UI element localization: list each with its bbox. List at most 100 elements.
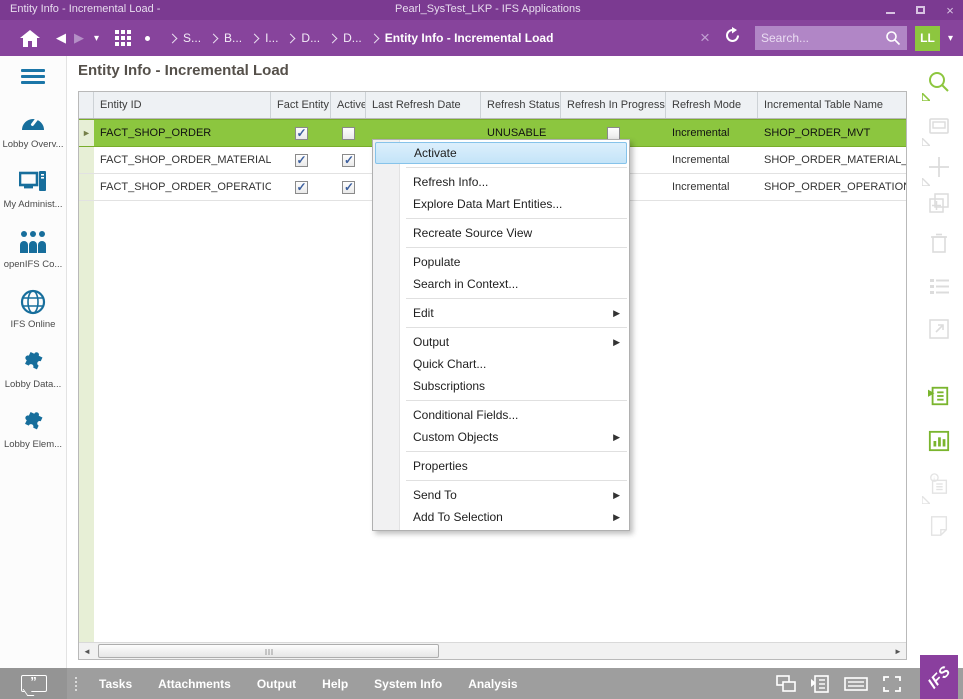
sidebar-item-my-administration[interactable]: My Administ... bbox=[0, 168, 66, 228]
fact-entity-checkbox[interactable] bbox=[294, 126, 308, 140]
column-header-refresh-in-progress[interactable]: Refresh In Progress bbox=[561, 92, 666, 118]
submenu-arrow-icon: ▶ bbox=[613, 489, 620, 500]
column-header-last-refresh-date[interactable]: Last Refresh Date bbox=[366, 92, 481, 118]
back-arrow-button[interactable]: ◀ bbox=[56, 30, 66, 45]
menu-item-search-in-context[interactable]: Search in Context... bbox=[413, 277, 519, 291]
menu-item-activate[interactable]: Activate bbox=[375, 142, 627, 164]
info-document-icon[interactable]: i bbox=[928, 473, 950, 495]
search-icon[interactable] bbox=[928, 71, 950, 93]
cell-refresh-mode: Incremental bbox=[672, 127, 730, 139]
add-icon[interactable] bbox=[928, 156, 950, 178]
active-checkbox[interactable] bbox=[342, 126, 355, 140]
bottom-bar: ” Tasks Attachments Output Help System I… bbox=[0, 668, 963, 699]
sidebar-item-openifs-community[interactable]: openIFS Co... bbox=[0, 228, 66, 288]
bottom-tab-output[interactable]: Output bbox=[256, 676, 297, 691]
note-icon[interactable] bbox=[928, 115, 950, 137]
bar-chart-icon[interactable] bbox=[928, 430, 950, 452]
refresh-page-icon[interactable] bbox=[724, 27, 741, 49]
menu-item-populate[interactable]: Populate bbox=[413, 255, 461, 269]
maximize-button[interactable] bbox=[913, 3, 927, 17]
breadcrumb-current-page: Entity Info - Incremental Load bbox=[384, 31, 554, 45]
bottom-tab-system-info[interactable]: System Info bbox=[374, 676, 443, 691]
menu-item-output[interactable]: Output ▶ bbox=[413, 335, 620, 349]
menu-item-quick-chart[interactable]: Quick Chart... bbox=[413, 357, 487, 371]
fact-entity-checkbox[interactable] bbox=[294, 153, 308, 167]
app-grid-icon[interactable] bbox=[115, 30, 132, 46]
fullscreen-icon[interactable] bbox=[883, 675, 901, 692]
chevron-right-icon bbox=[249, 33, 260, 43]
cell-refresh-status: UNUSABLE bbox=[487, 127, 547, 139]
new-page-icon[interactable] bbox=[928, 515, 950, 537]
duplicate-icon[interactable] bbox=[928, 192, 950, 214]
menu-item-custom-objects[interactable]: Custom Objects ▶ bbox=[413, 430, 620, 444]
breadcrumb-item[interactable]: D... bbox=[301, 31, 321, 45]
menu-item-send-to[interactable]: Send To ▶ bbox=[413, 488, 620, 502]
search-icon[interactable] bbox=[885, 30, 901, 46]
breadcrumb-item[interactable]: B... bbox=[224, 31, 243, 45]
minimize-button[interactable] bbox=[883, 3, 897, 17]
menu-item-refresh-info[interactable]: Refresh Info... bbox=[413, 175, 489, 189]
history-dropdown-icon[interactable]: ▾ bbox=[94, 32, 100, 44]
menu-item-recreate-source-view[interactable]: Recreate Source View bbox=[413, 226, 533, 240]
list-view-icon[interactable] bbox=[928, 275, 950, 297]
column-header-active[interactable]: Active bbox=[331, 92, 366, 118]
home-icon[interactable] bbox=[18, 29, 42, 47]
breadcrumb-item[interactable]: S... bbox=[183, 31, 202, 45]
close-page-icon[interactable]: × bbox=[700, 28, 710, 47]
close-button[interactable]: × bbox=[946, 2, 954, 18]
window-titlebar: Entity Info - Incremental Load - Pearl_S… bbox=[0, 0, 963, 20]
menu-item-explore-data-mart-entities[interactable]: Explore Data Mart Entities... bbox=[413, 197, 563, 211]
scrollbar-thumb[interactable] bbox=[98, 644, 439, 658]
forward-arrow-button[interactable]: ▶ bbox=[74, 30, 84, 45]
panel-drag-handle[interactable] bbox=[75, 676, 77, 691]
active-checkbox[interactable] bbox=[342, 153, 355, 167]
menu-item-subscriptions[interactable]: Subscriptions bbox=[413, 379, 486, 393]
sidebar-item-label: My Administ... bbox=[3, 199, 63, 210]
column-header-refresh-status[interactable]: Refresh Status bbox=[481, 92, 561, 118]
scroll-left-icon[interactable]: ◄ bbox=[83, 646, 91, 656]
cell-incremental-table-name[interactable]: SHOP_ORDER_MATERIAL_MVT bbox=[764, 154, 907, 166]
breadcrumb-item[interactable]: I... bbox=[265, 31, 279, 45]
cell-entity-id[interactable]: FACT_SHOP_ORDER_MATERIAL bbox=[100, 154, 271, 166]
document-panel-icon[interactable] bbox=[811, 674, 829, 693]
advanced-search-corner-icon[interactable] bbox=[922, 93, 930, 101]
menu-item-properties[interactable]: Properties bbox=[413, 459, 468, 473]
sidebar-item-lobby-elements[interactable]: Lobby Elem... bbox=[0, 408, 66, 468]
menu-item-conditional-fields[interactable]: Conditional Fields... bbox=[413, 408, 519, 422]
user-avatar-badge[interactable]: LL bbox=[914, 25, 940, 51]
horizontal-scrollbar[interactable]: ◄ ► bbox=[79, 642, 906, 659]
bottom-tab-analysis[interactable]: Analysis bbox=[468, 676, 518, 691]
search-input[interactable] bbox=[760, 31, 885, 45]
fact-entity-checkbox[interactable] bbox=[294, 180, 308, 194]
bottom-tab-attachments[interactable]: Attachments bbox=[158, 676, 231, 691]
column-header-incremental-table-name[interactable]: Incremental Table Name bbox=[758, 92, 906, 118]
refresh-in-progress-checkbox[interactable] bbox=[607, 126, 620, 140]
open-in-window-icon[interactable] bbox=[928, 318, 950, 340]
active-checkbox[interactable] bbox=[342, 180, 355, 194]
feedback-panel[interactable]: ” bbox=[0, 668, 67, 699]
menu-item-edit[interactable]: Edit ▶ bbox=[413, 306, 620, 320]
navigator-document-icon[interactable] bbox=[928, 385, 950, 407]
sidebar-item-lobby-data[interactable]: Lobby Data... bbox=[0, 348, 66, 408]
bottom-tab-tasks[interactable]: Tasks bbox=[99, 676, 133, 691]
cell-entity-id[interactable]: FACT_SHOP_ORDER bbox=[100, 127, 212, 139]
menu-item-add-to-selection[interactable]: Add To Selection ▶ bbox=[413, 510, 620, 524]
column-header-entity-id[interactable]: Entity ID bbox=[94, 92, 271, 118]
column-header-refresh-mode[interactable]: Refresh Mode bbox=[666, 92, 758, 118]
bottom-tab-help[interactable]: Help bbox=[322, 676, 349, 691]
cell-entity-id[interactable]: FACT_SHOP_ORDER_OPERATION bbox=[100, 181, 271, 193]
puzzle-icon bbox=[20, 348, 46, 376]
cell-incremental-table-name[interactable]: SHOP_ORDER_OPERATION_MVT bbox=[764, 181, 906, 193]
cascade-windows-icon[interactable] bbox=[776, 674, 796, 693]
column-header-fact-entity[interactable]: Fact Entity bbox=[271, 92, 331, 118]
global-search-field[interactable] bbox=[754, 26, 907, 50]
menu-hamburger-icon[interactable] bbox=[21, 69, 45, 84]
sidebar-item-lobby-overview[interactable]: Lobby Overv... bbox=[0, 108, 66, 168]
feedback-bubble-icon[interactable]: ” bbox=[20, 675, 47, 692]
scroll-right-icon[interactable]: ► bbox=[894, 646, 902, 656]
delete-icon[interactable] bbox=[928, 232, 950, 254]
user-menu-caret-icon[interactable]: ▾ bbox=[947, 32, 953, 44]
breadcrumb-item[interactable]: D... bbox=[343, 31, 362, 45]
sidebar-item-ifs-online[interactable]: IFS Online bbox=[0, 288, 66, 348]
keyboard-icon[interactable] bbox=[844, 676, 868, 692]
